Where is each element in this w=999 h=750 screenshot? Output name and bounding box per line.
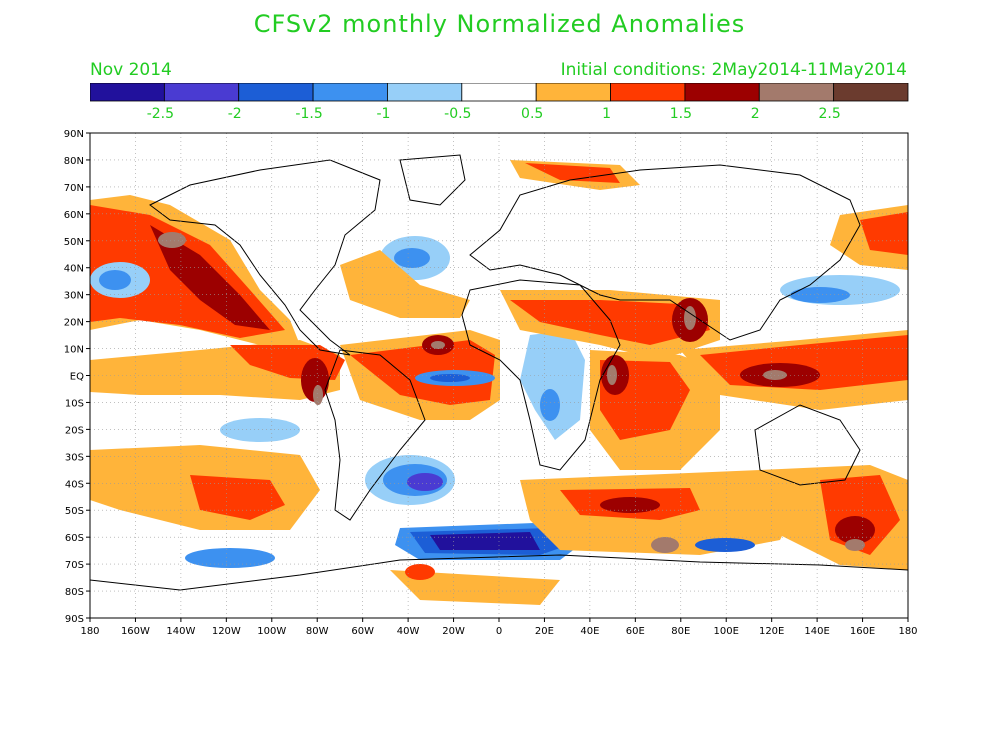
latitude-label: 20S — [65, 425, 84, 436]
latitude-label: 30N — [64, 291, 84, 302]
latitude-label: 60N — [64, 210, 84, 221]
south-pacific-cool — [220, 418, 300, 442]
arctic-orange-strip — [525, 163, 620, 183]
longitude-label: 180 — [80, 626, 99, 637]
indian-ocean-brown — [607, 365, 617, 385]
longitude-label: 60W — [351, 626, 374, 637]
longitude-label: 0 — [496, 626, 502, 637]
longitude-label: 20W — [442, 626, 465, 637]
north-pacific-brown-spot — [158, 232, 186, 248]
longitude-label: 20E — [535, 626, 554, 637]
antarctic-warm-fringe — [390, 570, 560, 605]
longitude-labels: 180 160W 140W 120W 100W 80W 60W 40W 20W 0 20E 40E 60… — [80, 618, 918, 637]
longitude-label: 120W — [212, 626, 241, 637]
latitude-label: 40S — [65, 479, 84, 490]
equatorial-atlantic-blue — [430, 374, 470, 382]
longitude-label: 80W — [306, 626, 329, 637]
initial-conditions: Initial conditions: 2May2014-11May2014 — [560, 60, 907, 80]
longitude-label: 100E — [714, 626, 739, 637]
latitude-label: EQ — [70, 372, 84, 383]
north-atlantic-warm-band — [340, 250, 470, 318]
north-pacific-darkred-core — [150, 225, 270, 330]
latitude-label: 10S — [65, 398, 84, 409]
arabian-sea-brown — [684, 306, 696, 330]
longitude-label: 80E — [671, 626, 690, 637]
anomaly-shading — [90, 160, 908, 605]
latitude-label: 70N — [64, 183, 84, 194]
longitude-label: 40W — [397, 626, 420, 637]
tasman-brown-spot — [845, 539, 865, 551]
colorbar-swatch — [833, 83, 909, 102]
colorbar: -2.5 -2 -1.5 -1 -0.5 0.5 1 1.5 2 2.5 — [90, 83, 909, 122]
north-pacific-west-orange — [860, 212, 908, 255]
latitude-label: 90N — [64, 129, 84, 140]
latitude-label: 10N — [64, 345, 84, 356]
antarctica-outline — [90, 554, 908, 591]
tropical-atlantic-brown — [431, 341, 445, 349]
south-america-outline — [324, 349, 426, 521]
latitude-label: 80S — [65, 587, 84, 598]
africa-cool-patch — [520, 330, 585, 440]
tropical-east-pacific-brown — [313, 385, 323, 405]
continent-outlines — [90, 154, 908, 591]
latitude-label: 60S — [65, 533, 84, 544]
graticule — [90, 133, 908, 618]
latitude-label: 90S — [65, 614, 84, 625]
south-atlantic-darkblue — [407, 473, 443, 491]
tropical-atlantic-orange — [350, 340, 495, 405]
longitude-label: 100W — [257, 626, 286, 637]
colorbar-label: -1.5 — [295, 106, 322, 122]
tasman-darkred — [835, 516, 875, 544]
arabian-sea-orange — [510, 300, 710, 345]
colorbar-label: -2 — [228, 106, 242, 122]
colorbar-label: 2 — [751, 106, 760, 122]
latitude-label: 20N — [64, 318, 84, 329]
longitude-label: 160W — [121, 626, 150, 637]
longitude-label: 160E — [850, 626, 875, 637]
south-indian-cool — [695, 538, 755, 552]
latitude-label: 70S — [65, 560, 84, 571]
colorbar-label: 2.5 — [819, 106, 841, 122]
north-america-outline — [149, 159, 381, 356]
map-title: CFSv2 monthly Normalized Anomalies — [253, 10, 746, 38]
latitude-labels: 90N 80N 70N 60N 50N 40N 30N 20N 10N EQ 10S 20S 30S 40… — [64, 129, 90, 625]
colorbar-label: 1 — [602, 106, 611, 122]
west-pacific-brown — [763, 370, 787, 380]
longitude-label: 180 — [898, 626, 917, 637]
latitude-label: 50S — [65, 506, 84, 517]
colorbar-label: 1.5 — [670, 106, 692, 122]
africa-outline — [461, 279, 621, 471]
longitude-label: 140W — [166, 626, 195, 637]
longitude-label: 140E — [804, 626, 829, 637]
longitude-label: 60E — [626, 626, 645, 637]
africa-blue-core — [540, 389, 560, 421]
australia-outline — [754, 404, 861, 486]
northeast-pacific-blue-core — [99, 270, 131, 290]
south-indian-brown-spot — [651, 537, 679, 553]
latitude-label: 40N — [64, 264, 84, 275]
latitude-label: 80N — [64, 156, 84, 167]
colorbar-label: -0.5 — [444, 106, 471, 122]
northwest-pacific-blue — [790, 287, 850, 303]
south-indian-darkred — [600, 497, 660, 513]
north-atlantic-blue-core — [394, 248, 430, 268]
latitude-label: 30S — [65, 452, 84, 463]
longitude-label: 120E — [759, 626, 784, 637]
colorbar-label: -1 — [376, 106, 390, 122]
longitude-label: 40E — [580, 626, 599, 637]
antarctic-orange-spot — [405, 564, 435, 580]
south-pacific-orange — [190, 475, 285, 520]
southeast-pacific-cool — [185, 548, 275, 568]
southern-ocean-darkblue-band — [430, 532, 540, 550]
colorbar-label: 0.5 — [521, 106, 543, 122]
latitude-label: 50N — [64, 237, 84, 248]
colorbar-label: -2.5 — [147, 106, 174, 122]
forecast-month: Nov 2014 — [90, 60, 172, 80]
